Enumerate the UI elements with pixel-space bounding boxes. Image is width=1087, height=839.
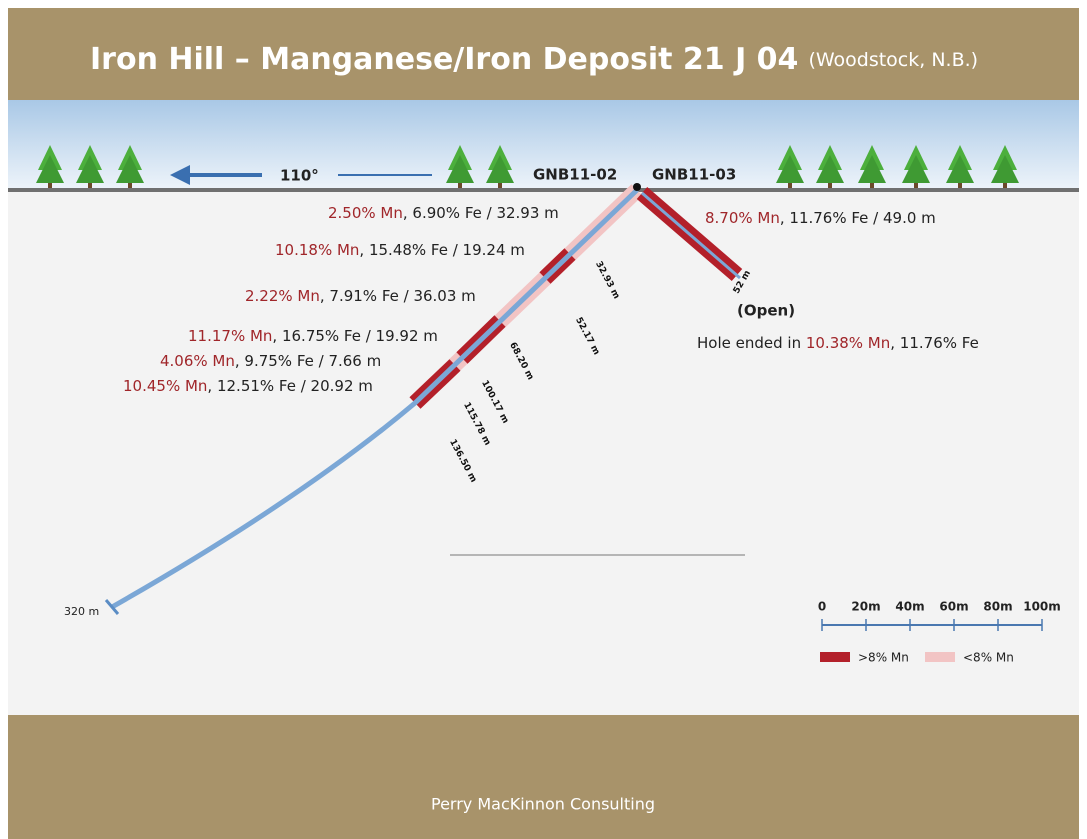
- interval-label: 2.22% Mn, 7.91% Fe / 36.03 m: [245, 287, 476, 305]
- footer: Perry MacKinnon Consulting: [431, 795, 655, 814]
- hole-label: GNB11-02: [533, 166, 617, 184]
- grade-fe: , 7.91% Fe / 36.03 m: [320, 287, 476, 305]
- interval-label: 10.45% Mn, 12.51% Fe / 20.92 m: [123, 377, 373, 395]
- hole-end: [104, 599, 120, 615]
- drill-hole: [110, 188, 639, 610]
- grade-mn: 8.70% Mn: [705, 209, 780, 227]
- tree-trunk: [1003, 180, 1007, 188]
- tree: [776, 155, 804, 183]
- legend-label: >8% Mn: [858, 651, 909, 665]
- tree-trunk: [788, 180, 792, 188]
- legend-swatch: [925, 652, 955, 662]
- trees: [36, 145, 1019, 188]
- scale-label: 80m: [983, 600, 1012, 614]
- tree: [486, 155, 514, 183]
- scale-bar: 0 20m 40m 60m 80m 100m: [818, 600, 1061, 631]
- tree-trunk: [128, 180, 132, 188]
- footer-band: [8, 715, 1079, 839]
- grade-mn: 2.22% Mn: [245, 287, 320, 305]
- scale-label: 60m: [939, 600, 968, 614]
- title: Iron Hill – Manganese/Iron Deposit 21 J …: [90, 42, 978, 77]
- tree: [991, 155, 1019, 183]
- grade-fe: , 9.75% Fe / 7.66 m: [235, 352, 381, 370]
- tree-trunk: [88, 180, 92, 188]
- tree: [76, 155, 104, 183]
- tree: [858, 155, 886, 183]
- tree: [116, 155, 144, 183]
- interval-label: 11.17% Mn, 16.75% Fe / 19.92 m: [188, 327, 438, 345]
- tree-trunk: [828, 180, 832, 188]
- grade-fe: , 12.51% Fe / 20.92 m: [207, 377, 372, 395]
- hole-label: GNB11-03: [652, 166, 736, 184]
- grade-mn: 4.06% Mn: [160, 352, 235, 370]
- tree-trunk: [958, 180, 962, 188]
- hole-note: Hole ended in 10.38% Mn, 11.76% Fe: [697, 334, 979, 352]
- legend-label: <8% Mn: [963, 651, 1014, 665]
- tree: [946, 155, 974, 183]
- legend-swatch: [820, 652, 850, 662]
- tree-trunk: [498, 180, 502, 188]
- interval-label: 8.70% Mn, 11.76% Fe / 49.0 m: [705, 209, 936, 227]
- tree-trunk: [914, 180, 918, 188]
- arrow-head: [170, 165, 190, 185]
- tree-trunk: [48, 180, 52, 188]
- scale-label: 20m: [851, 600, 880, 614]
- collar: [633, 183, 641, 191]
- grade-fe: , 6.90% Fe / 32.93 m: [403, 204, 559, 222]
- tree: [446, 155, 474, 183]
- interval-label: 2.50% Mn, 6.90% Fe / 32.93 m: [328, 204, 559, 222]
- end-depth: 320 m: [64, 605, 99, 618]
- tree: [902, 155, 930, 183]
- tree: [36, 155, 64, 183]
- title-band: [8, 8, 1079, 100]
- tree: [816, 155, 844, 183]
- grade-mn: 2.50% Mn: [328, 204, 403, 222]
- interval-label: 4.06% Mn, 9.75% Fe / 7.66 m: [160, 352, 381, 370]
- tree-trunk: [458, 180, 462, 188]
- drill-hole: [641, 191, 741, 280]
- scale-label: 100m: [1023, 600, 1061, 614]
- grade-mn: 10.45% Mn: [123, 377, 207, 395]
- grade-mn: 11.17% Mn: [188, 327, 272, 345]
- grade-fe: , 15.48% Fe / 19.24 m: [359, 241, 524, 259]
- grade-fe: , 16.75% Fe / 19.92 m: [272, 327, 437, 345]
- hole-status: (Open): [737, 302, 795, 320]
- scale-label: 40m: [895, 600, 924, 614]
- grade-fe: , 11.76% Fe / 49.0 m: [780, 209, 936, 227]
- grade-mn: 10.18% Mn: [275, 241, 359, 259]
- scale-label: 0: [818, 600, 826, 614]
- bearing: 110°: [280, 167, 319, 185]
- interval-label: 10.18% Mn, 15.48% Fe / 19.24 m: [275, 241, 525, 259]
- tree-trunk: [870, 180, 874, 188]
